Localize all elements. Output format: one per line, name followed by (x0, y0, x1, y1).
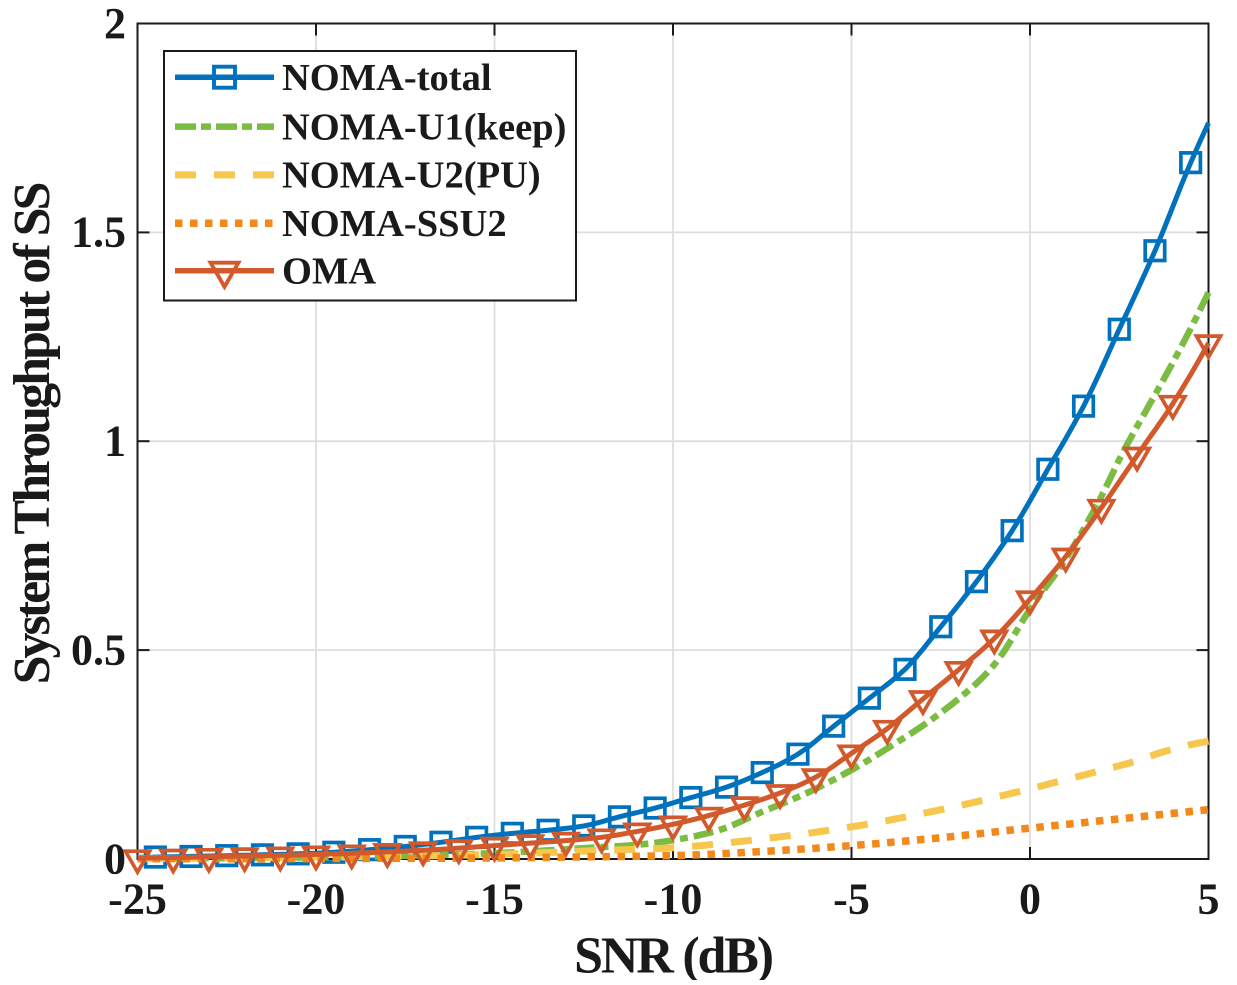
svg-text:-5: -5 (833, 875, 870, 924)
svg-text:System Throughput of SS: System Throughput of SS (4, 184, 61, 685)
svg-text:-25: -25 (108, 875, 167, 924)
svg-text:NOMA-U1(keep): NOMA-U1(keep) (282, 106, 566, 148)
svg-text:1: 1 (104, 417, 126, 466)
svg-text:0: 0 (104, 834, 126, 883)
svg-text:OMA: OMA (282, 250, 376, 292)
svg-text:0: 0 (1019, 875, 1041, 924)
svg-text:NOMA-U2(PU): NOMA-U2(PU) (282, 155, 541, 197)
svg-text:5: 5 (1198, 875, 1220, 924)
svg-text:NOMA-SSU2: NOMA-SSU2 (282, 203, 507, 245)
svg-text:-10: -10 (644, 875, 703, 924)
svg-text:-15: -15 (465, 875, 524, 924)
svg-text:NOMA-total: NOMA-total (282, 57, 492, 99)
svg-text:0.5: 0.5 (71, 625, 126, 674)
svg-text:1.5: 1.5 (71, 208, 126, 257)
svg-text:2: 2 (104, 0, 126, 48)
svg-text:-20: -20 (287, 875, 346, 924)
svg-text:SNR (dB): SNR (dB) (574, 928, 773, 981)
